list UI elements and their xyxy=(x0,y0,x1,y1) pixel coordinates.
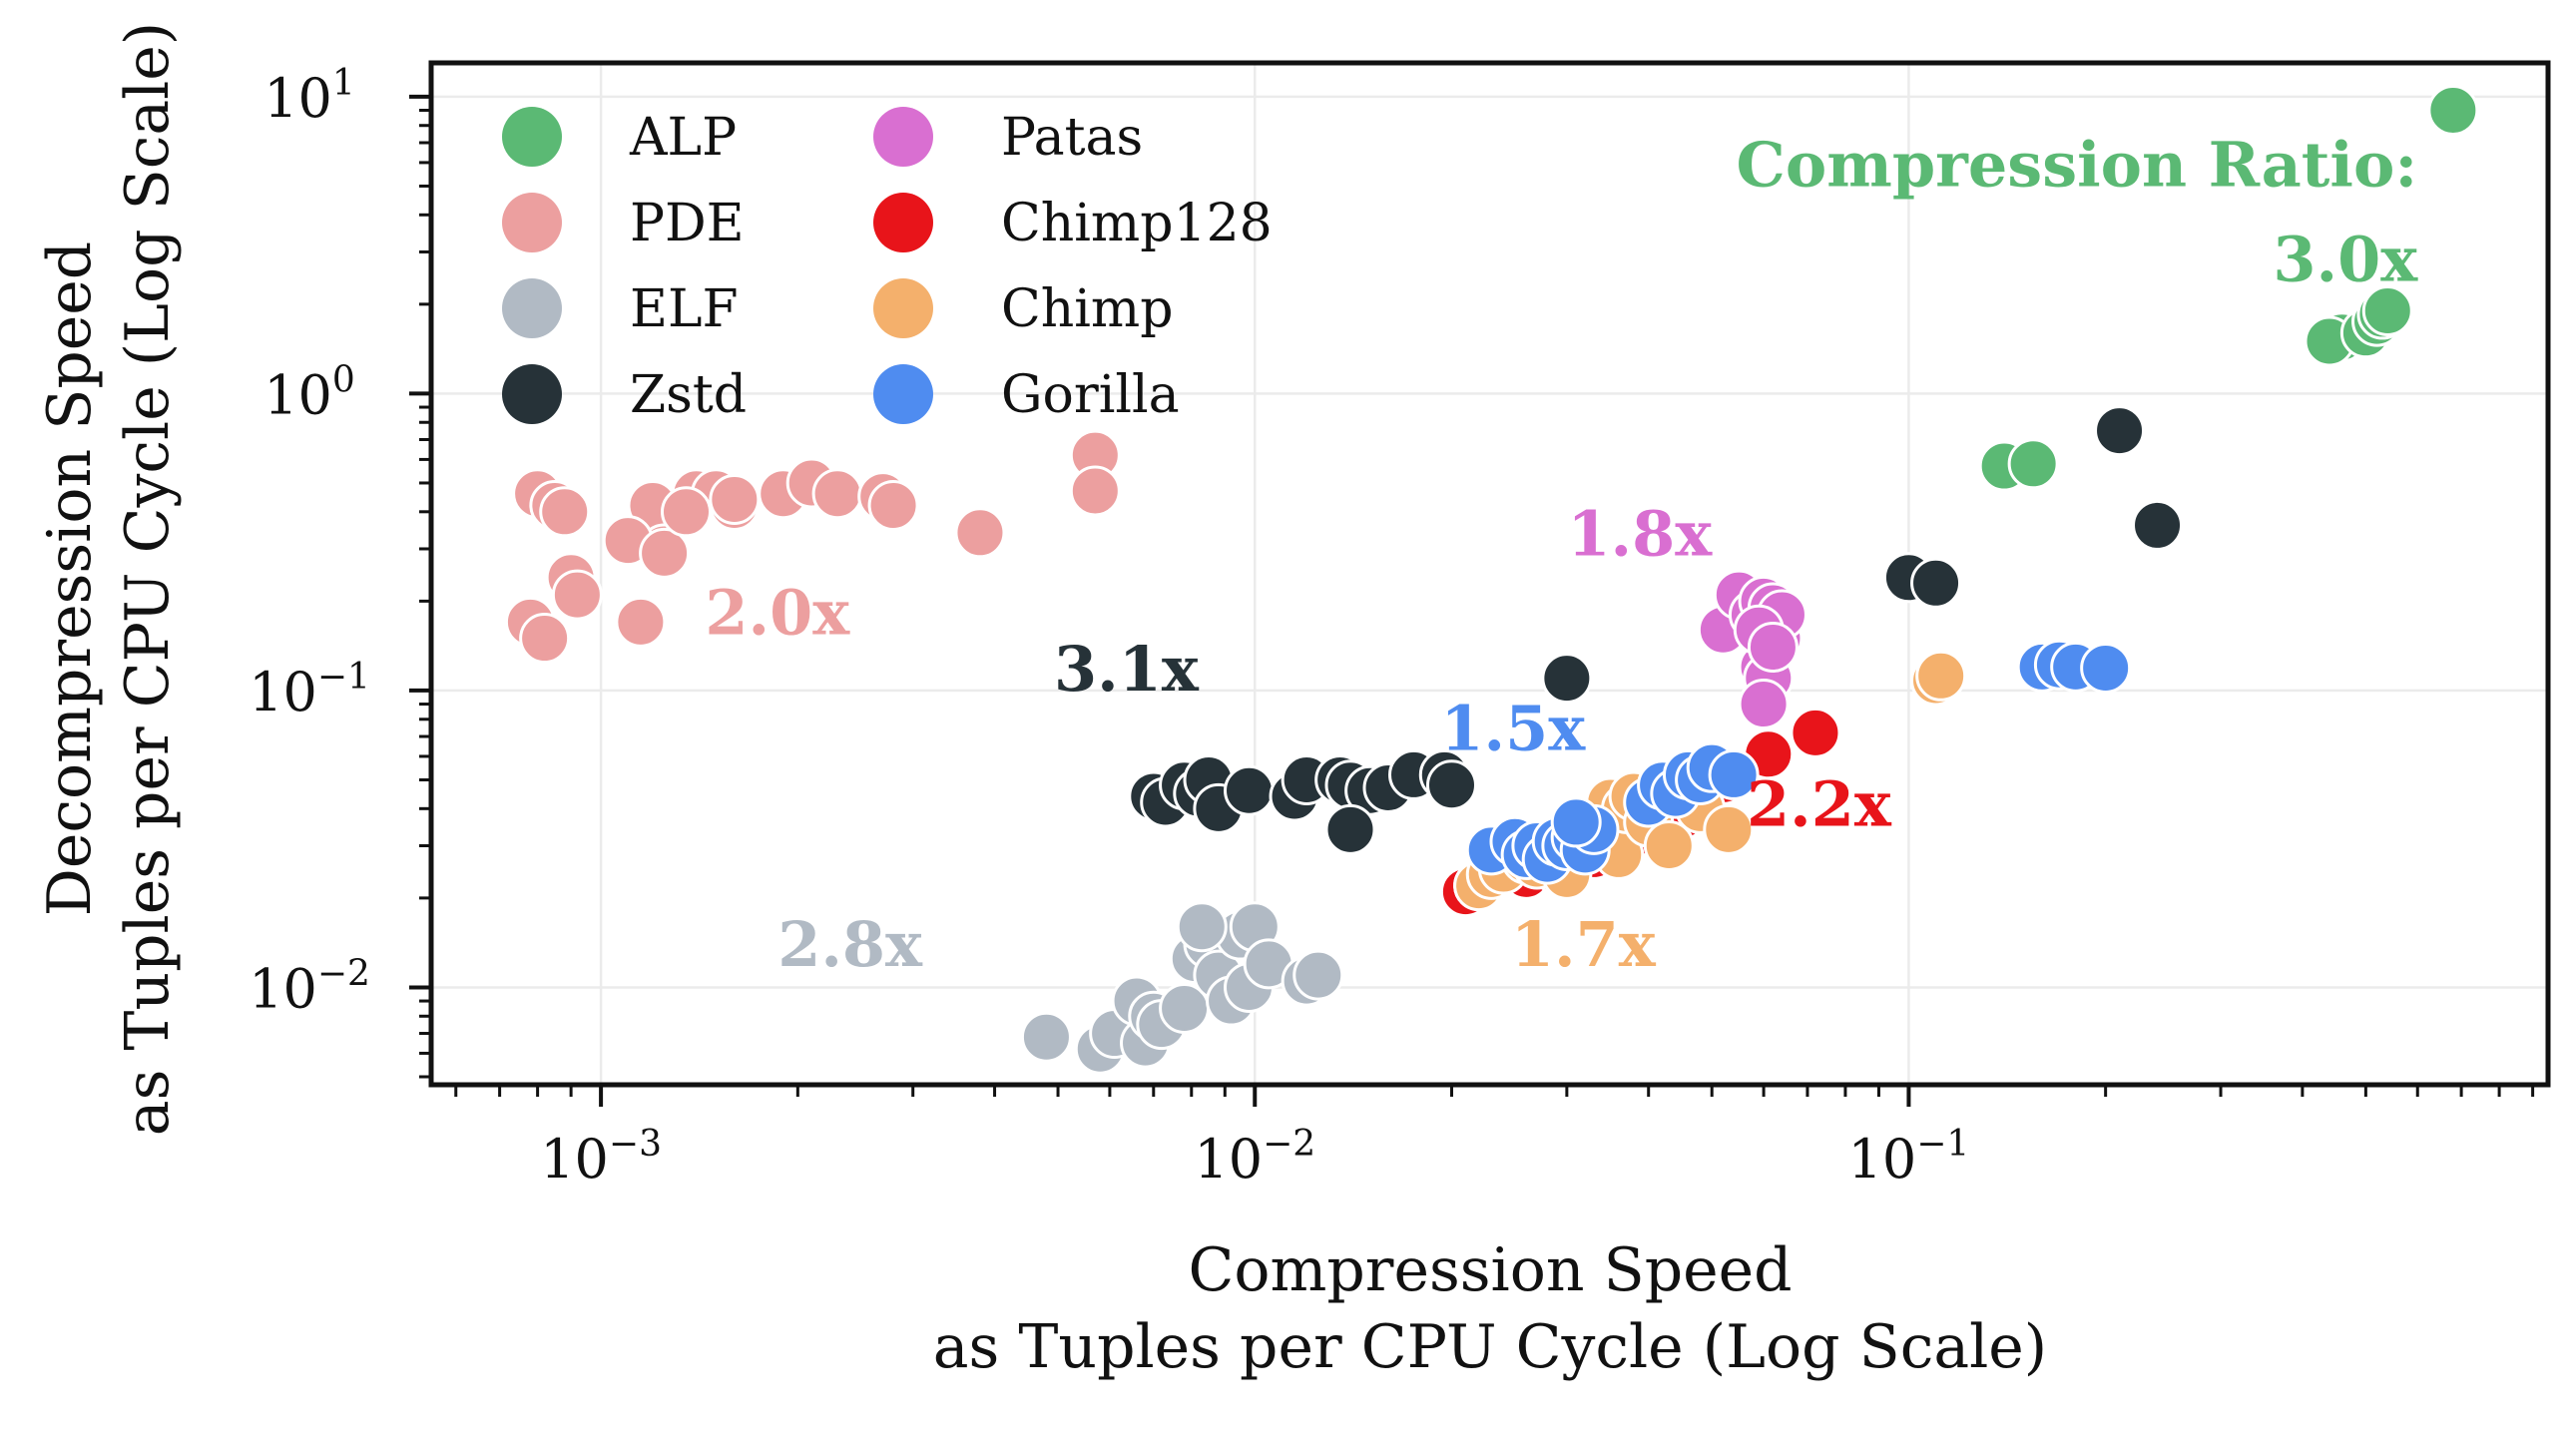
annotation-label: 3.1x xyxy=(1054,633,1200,706)
legend-label-patas: Patas xyxy=(1001,108,1143,168)
elf-point xyxy=(1292,949,1344,1001)
annotation-label: 1.5x xyxy=(1440,693,1586,765)
elf-point xyxy=(1176,901,1228,953)
x-tick-label: 10−2 xyxy=(1194,1124,1315,1191)
zstd-point xyxy=(1224,764,1276,816)
legend-marker-chimp xyxy=(873,278,933,338)
plot-frame xyxy=(428,60,2551,1088)
annotation-label: 1.8x xyxy=(1567,498,1713,571)
legend-label-zstd: Zstd xyxy=(630,365,747,425)
pde-point xyxy=(539,486,591,538)
annotation-label: 3.0x xyxy=(2273,223,2418,295)
x-tick-label: 10−3 xyxy=(540,1124,662,1191)
legend-label-elf: ELF xyxy=(630,279,739,339)
legend-label-gorilla: Gorilla xyxy=(1001,365,1180,425)
patas-point xyxy=(1738,679,1790,730)
y-axis-title-line2: as Tuples per CPU Cycle (Log Scale) xyxy=(113,22,183,1136)
elf-point xyxy=(1020,1011,1072,1063)
grid xyxy=(431,63,2548,1085)
gorilla-point xyxy=(1708,748,1760,800)
pde-point xyxy=(519,613,571,665)
pde-point xyxy=(660,486,712,538)
legend-marker-zstd xyxy=(502,364,562,424)
y-tick-label: 10−2 xyxy=(249,953,370,1020)
zstd-point xyxy=(1541,653,1593,705)
annotation-label: Compression Ratio: xyxy=(1737,128,2418,201)
alp-point xyxy=(2361,284,2413,336)
patas-point xyxy=(1747,621,1799,673)
chimp-point xyxy=(1643,819,1695,871)
y-tick-label: 100 xyxy=(263,359,355,426)
zstd-point xyxy=(2132,499,2184,551)
pde-point xyxy=(954,507,1006,559)
gorilla-point xyxy=(2080,642,2132,694)
pde-point xyxy=(811,468,863,520)
chimp-point xyxy=(1703,803,1755,855)
x-axis-title-line2: as Tuples per CPU Cycle (Log Scale) xyxy=(933,1312,2047,1382)
legend-marker-gorilla xyxy=(873,364,933,424)
x-axis-title-line1: Compression Speed xyxy=(1188,1235,1792,1305)
y-tick-label: 10−1 xyxy=(249,657,370,723)
y-tick-label: 101 xyxy=(263,63,355,130)
alp-point xyxy=(2427,85,2479,137)
chimp-point xyxy=(1915,650,1967,702)
legend-marker-elf xyxy=(502,278,562,338)
legend-marker-chimp128 xyxy=(873,193,933,252)
legend-label-alp: ALP xyxy=(629,108,737,168)
y-axis-title-line1: Decompression Speed xyxy=(35,241,105,916)
legend-label-chimp128: Chimp128 xyxy=(1001,194,1273,253)
legend-marker-pde xyxy=(502,193,562,252)
pde-point xyxy=(639,527,691,579)
annotation-label: 2.0x xyxy=(705,576,850,649)
gorilla-point xyxy=(1550,796,1602,848)
axes: 10−3 10−2 10−1 101 100 10−1 10−2 xyxy=(249,60,2551,1191)
zstd-point xyxy=(1324,803,1376,855)
annotations: Compression Ratio: 3.0x 2.0x 3.1x 1.8x 1.5x 2.… xyxy=(705,128,2418,981)
pde-point xyxy=(709,473,761,525)
legend-label-pde: PDE xyxy=(630,194,745,253)
zstd-point xyxy=(1425,759,1477,811)
legend-label-chimp: Chimp xyxy=(1001,279,1174,339)
data-points xyxy=(504,85,2479,1075)
legend-marker-alp xyxy=(502,107,562,167)
alp-point xyxy=(2007,438,2059,490)
pde-point xyxy=(615,596,667,648)
pde-point xyxy=(867,480,919,532)
annotation-label: 2.2x xyxy=(1747,768,1892,841)
pde-point xyxy=(1069,465,1121,517)
annotation-label: 2.8x xyxy=(777,908,923,981)
zstd-point xyxy=(1910,557,1962,609)
x-tick-label: 10−1 xyxy=(1848,1124,1970,1191)
zstd-point xyxy=(2094,405,2146,457)
pde-point xyxy=(551,569,603,621)
legend: ALP PDE ELF Zstd Patas Chimp128 Chimp Gorilla xyxy=(502,107,1273,425)
annotation-label: 1.7x xyxy=(1511,908,1657,981)
legend-marker-patas xyxy=(873,107,933,167)
chimp128-point xyxy=(1790,707,1841,758)
